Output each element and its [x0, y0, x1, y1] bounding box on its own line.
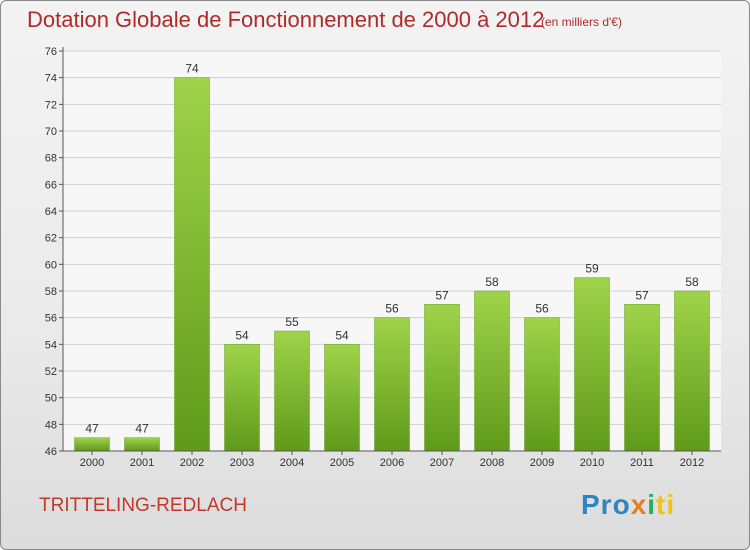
x-tick-label-2005: 2005	[330, 457, 354, 469]
proxiti-logo: Proxiti	[581, 489, 675, 521]
bar-2010	[574, 277, 610, 452]
x-tick-label-2000: 2000	[80, 457, 104, 469]
y-tick-label: 72	[45, 99, 57, 111]
value-label-2004: 55	[285, 315, 299, 329]
y-tick-label: 62	[45, 233, 57, 245]
x-tick-label-2008: 2008	[480, 457, 504, 469]
value-label-2000: 47	[85, 422, 99, 436]
bar-2005	[324, 344, 360, 452]
logo-part: ti	[656, 489, 676, 520]
x-tick-label-2012: 2012	[680, 457, 704, 469]
bar-2007	[424, 304, 460, 452]
y-tick-label: 56	[45, 313, 57, 325]
y-tick-label: 66	[45, 179, 57, 191]
value-label-2008: 58	[485, 275, 499, 289]
bar-2003	[224, 344, 260, 452]
y-tick-label: 48	[45, 419, 57, 431]
value-label-2009: 56	[535, 302, 549, 316]
x-tick-label-2010: 2010	[580, 457, 604, 469]
y-tick-label: 60	[45, 259, 57, 271]
bar-2000	[74, 437, 110, 452]
value-label-2005: 54	[335, 328, 349, 342]
value-label-2001: 47	[135, 422, 149, 436]
logo-part: Pro	[581, 489, 631, 520]
bar-2001	[124, 437, 160, 452]
x-tick-label-2004: 2004	[280, 457, 304, 469]
x-tick-label-2009: 2009	[530, 457, 554, 469]
logo-part: x	[630, 489, 648, 520]
y-tick-label: 76	[45, 46, 57, 58]
value-label-2012: 58	[685, 275, 699, 289]
value-label-2006: 56	[385, 302, 399, 316]
y-tick-label: 58	[45, 286, 57, 298]
bars: 47 47 74 54 55 54 56 57 58 56 59 57 58	[74, 62, 710, 452]
y-tick-label: 70	[45, 126, 57, 138]
bar-2008	[474, 290, 510, 452]
x-tick-label-2007: 2007	[430, 457, 454, 469]
x-tick-label-2003: 2003	[230, 457, 254, 469]
logo-part: i	[647, 489, 657, 520]
bar-chart: 47 47 74 54 55 54 56 57 58 56 59 57 58 46 48 50 52 54 56 5…	[45, 46, 721, 469]
bar-2011	[624, 304, 660, 452]
y-tick-label: 64	[45, 206, 57, 218]
value-label-2002: 74	[185, 62, 199, 76]
axes: 46 48 50 52 54 56 58 60 62 64 66 68 70 72 74 76 2000 2001…	[45, 46, 721, 469]
y-tick-label: 46	[45, 446, 57, 458]
bar-2009	[524, 317, 560, 452]
y-tick-label: 68	[45, 153, 57, 165]
x-tick-label-2002: 2002	[180, 457, 204, 469]
bar-2012	[674, 290, 710, 452]
commune-name: TRITTELING-REDLACH	[39, 495, 247, 516]
value-label-2010: 59	[585, 262, 599, 276]
y-tick-label: 50	[45, 393, 57, 405]
x-tick-label-2011: 2011	[630, 457, 654, 469]
value-label-2007: 57	[435, 288, 449, 302]
bar-2002	[174, 77, 210, 452]
bar-2006	[374, 317, 410, 452]
y-tick-label: 54	[45, 339, 57, 351]
value-label-2011: 57	[635, 288, 649, 302]
chart-title: Dotation Globale de Fonctionnement de 20…	[27, 7, 545, 32]
y-tick-label: 52	[45, 366, 57, 378]
bar-2004	[274, 330, 310, 452]
x-tick-label-2006: 2006	[380, 457, 404, 469]
x-tick-label-2001: 2001	[130, 457, 154, 469]
value-label-2003: 54	[235, 328, 249, 342]
y-tick-label: 74	[45, 73, 57, 85]
chart-subtitle: (en milliers d'€)	[541, 15, 622, 29]
